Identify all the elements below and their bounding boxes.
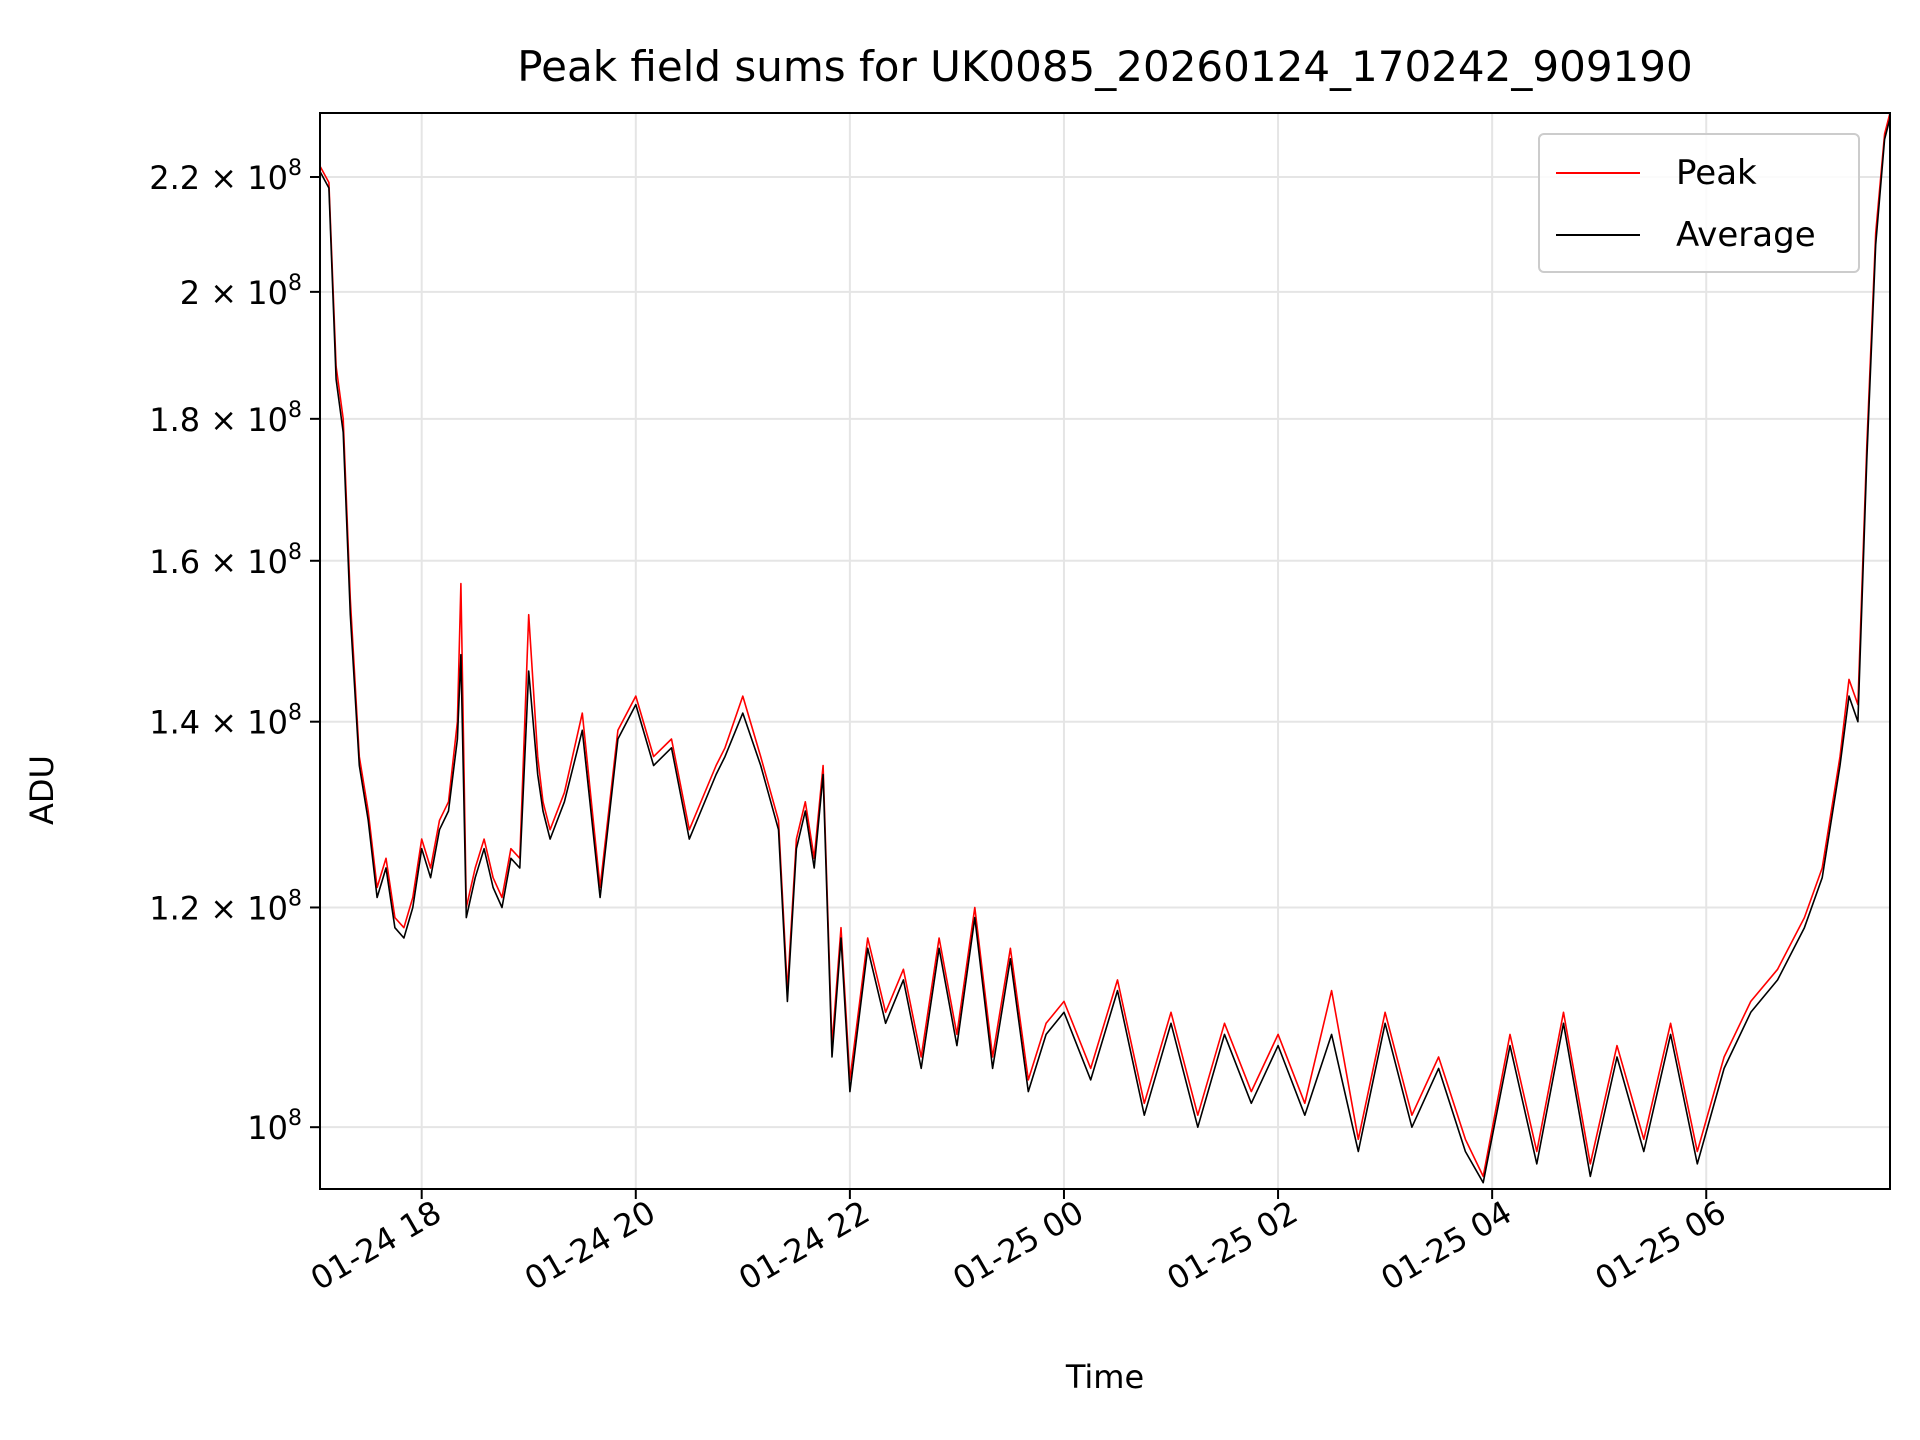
y-tick-label: 2.2 × 108 <box>149 156 302 197</box>
x-tick-label: 01-25 00 <box>946 1193 1090 1298</box>
y-tick-label: 108 <box>247 1106 302 1147</box>
plot-frame <box>319 112 1891 1190</box>
x-tick-label: 01-24 18 <box>304 1193 448 1298</box>
x-tick-label: 01-25 04 <box>1375 1193 1519 1298</box>
y-tick-label: 2 × 108 <box>180 271 302 312</box>
x-axis-label: Time <box>1065 1358 1145 1396</box>
series-line-average <box>319 118 1891 1184</box>
x-tick-label: 01-24 20 <box>518 1193 662 1298</box>
legend-entry-peak: Peak <box>1540 153 1858 193</box>
series-lines <box>319 112 1891 1184</box>
y-tick-label: 1.6 × 108 <box>149 540 302 581</box>
y-tick-label: 1.8 × 108 <box>149 398 302 439</box>
y-axis-label: ADU <box>23 755 61 825</box>
x-axis-ticks: 01-24 18 01-24 20 01-24 22 01-25 00 01-25 02… <box>304 1189 1732 1298</box>
legend-label-peak: Peak <box>1676 153 1757 193</box>
legend-label-average: Average <box>1676 215 1816 255</box>
x-tick-label: 01-24 22 <box>732 1193 876 1298</box>
legend-entry-average: Average <box>1540 215 1858 255</box>
y-tick-label: 1.4 × 108 <box>149 701 302 742</box>
legend: Peak Average <box>1538 133 1860 273</box>
x-tick-label: 01-25 06 <box>1589 1193 1733 1298</box>
y-tick-label: 1.2 × 108 <box>149 886 302 927</box>
chart-title: Peak field sums for UK0085_20260124_1702… <box>517 42 1693 91</box>
legend-swatch-average <box>1556 234 1640 236</box>
x-tick-label: 01-25 02 <box>1160 1193 1304 1298</box>
y-axis-ticks: 108 1.2 × 108 1.4 × 108 1.6 × 108 1.8 × 108 2… <box>149 156 320 1147</box>
grid-lines <box>320 113 1890 1189</box>
legend-swatch-peak <box>1556 172 1640 174</box>
